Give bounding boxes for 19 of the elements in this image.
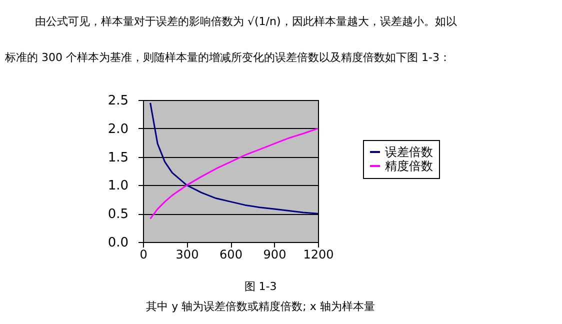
y-tick-label: 1.5 (108, 150, 128, 166)
x-tick-label: 0 (140, 248, 148, 262)
legend-label: 误差倍数 (385, 145, 433, 159)
y-tick-label: 2.0 (108, 122, 128, 137)
text: 其中 y 轴为误差倍数或精度倍数; x 轴为样本量 (146, 300, 375, 313)
y-tick-label: 2.5 (108, 94, 128, 108)
legend-label: 精度倍数 (385, 159, 433, 173)
x-tick-label: 1200 (303, 248, 334, 262)
y-tick-label: 0.5 (108, 207, 128, 222)
text: 由公式可见，样本量对于误差的影响倍数为 √(1/n)，因此样本量越大，误差越小。如以 (35, 15, 457, 28)
line-series (150, 102, 319, 214)
text: 图 1-3 (244, 280, 277, 293)
x-tick-label: 900 (263, 248, 286, 262)
line-series (150, 128, 319, 220)
y-tick-label: 1.0 (108, 178, 128, 194)
text: 标准的 300 个样本为基准，则随样本量的增减所变化的误差倍数以及精度倍数如下图 1-3： (4, 51, 450, 64)
y-tick-label: 0.0 (108, 236, 128, 250)
x-tick-label: 600 (220, 248, 242, 262)
x-tick-label: 300 (176, 248, 199, 262)
